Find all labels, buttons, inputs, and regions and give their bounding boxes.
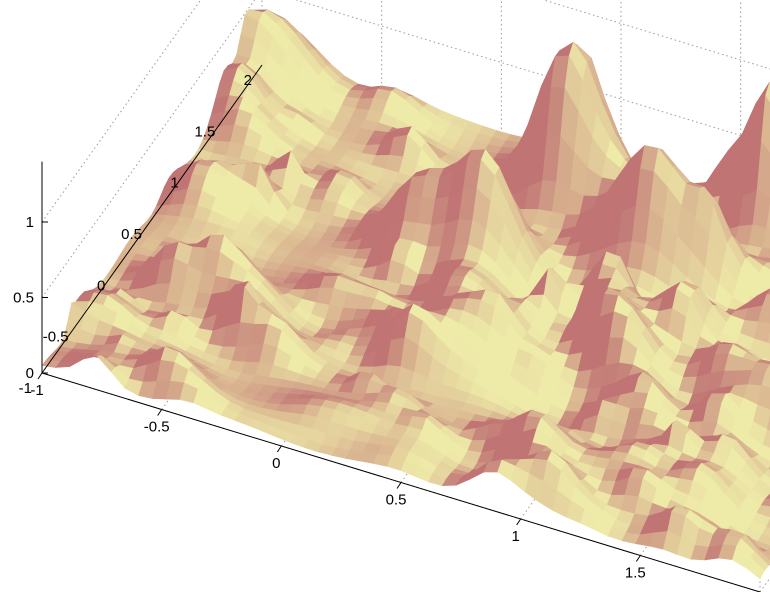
z-tick-label: 1 [26,214,34,231]
x-tick-mark [396,482,402,489]
surface-patch [763,262,770,270]
z-tick-label: 0 [26,365,34,382]
y-left-tick-label: 0.5 [121,226,142,243]
surface-patch [761,526,770,538]
surface-patch [760,498,770,507]
surface-patch [766,202,770,230]
y-left-tick-label: 1.5 [194,123,215,140]
x-tick-label: 1.5 [625,565,646,582]
surface-patch [763,342,770,362]
y-left-tick-label: 0 [97,277,105,294]
y-left-tick-label: 2 [244,72,252,89]
z-tick-label: 0.5 [13,290,34,307]
x-tick-mark [157,409,163,416]
surface-patch [762,294,770,307]
grid-line-z-2 [41,0,770,223]
surface-patch [762,227,770,250]
surface-patch [761,370,770,389]
surface-patch [765,81,770,104]
y-left-tick-label: -0.5 [43,329,69,346]
x-tick-mark [516,518,522,526]
x-tick-mark [37,372,43,380]
surface-patch [764,494,770,500]
y-left-tick-label: 1 [170,175,178,192]
x-tick-label: 0.5 [386,492,407,509]
surface-patch [767,259,770,264]
surface-patch [763,469,770,479]
surface-patch [745,556,765,580]
axis-layer [37,64,761,592]
surface-patch [765,518,770,529]
surface-patch [765,364,770,373]
surface-layer [41,9,770,580]
surface-patch [762,429,770,449]
tick-label-layer: -1-0.500.511.52-1-0.500.511.52-1-0.500.5… [13,72,646,582]
y-left-tick-label: -1 [19,380,32,397]
x-tick-mark [276,445,282,453]
x-tick-label: -1 [30,382,43,399]
surface-patch [760,94,770,154]
x-tick-mark [635,555,641,562]
y-axis-line [41,64,263,374]
x-tick-label: -0.5 [144,419,170,436]
x-tick-label: 0 [272,455,280,472]
x-tick-label: 1 [511,528,519,545]
surface-patch [766,547,770,553]
